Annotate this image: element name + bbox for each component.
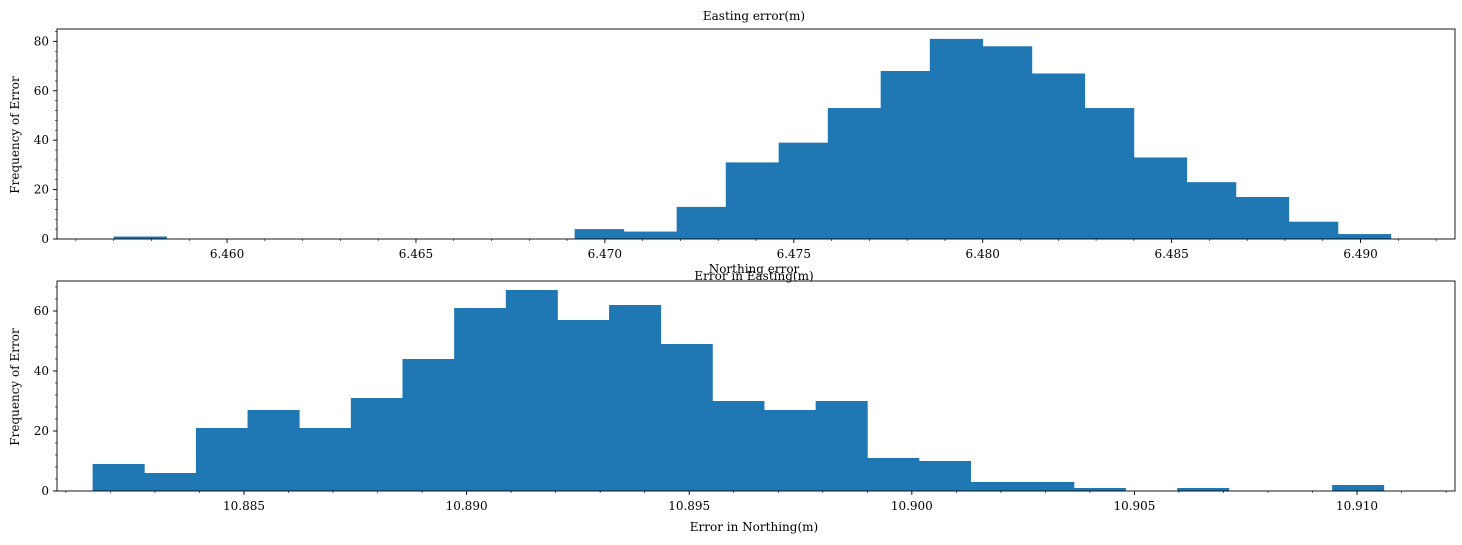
northing-bar: [92, 464, 145, 491]
northing-bar: [815, 401, 868, 491]
easting-bar: [113, 236, 167, 239]
northing-bar: [557, 320, 610, 491]
northing-bar: [247, 410, 300, 491]
easting-x-tick-label: 6.475: [777, 247, 811, 261]
easting-bar: [725, 162, 780, 239]
easting-x-tick-label: 6.460: [210, 247, 244, 261]
northing-bar: [1332, 485, 1385, 491]
easting-bar: [676, 206, 727, 239]
northing-bar: [1022, 482, 1075, 491]
northing-y-tick-label: 40: [34, 364, 49, 378]
northing-y-axis-label: Frequency of Error: [8, 328, 22, 446]
northing-bar: [1073, 488, 1126, 491]
easting-x-axis-label: Error in Easting(m): [694, 269, 813, 283]
northing-bar: [505, 290, 558, 491]
northing-chart-title: Northing error: [709, 262, 800, 276]
northing-bar: [454, 308, 507, 491]
northing-y-tick-label: 60: [34, 304, 49, 318]
northing-x-tick-label: 10.890: [446, 499, 488, 513]
easting-x-tick-label: 6.480: [966, 247, 1000, 261]
easting-bar: [1288, 221, 1339, 239]
northing-axes-frame: [56, 280, 1456, 492]
easting-bar: [1084, 108, 1135, 239]
northing-bar: [195, 428, 248, 491]
northing-x-tick-label: 10.905: [1113, 499, 1155, 513]
easting-bar: [1133, 157, 1188, 239]
northing-bar: [402, 359, 455, 491]
northing-bar: [350, 398, 403, 491]
easting-x-tick-label: 6.465: [399, 247, 433, 261]
northing-y-tick-label: 0: [41, 484, 49, 498]
easting-bar: [778, 142, 829, 239]
northing-bar: [609, 305, 662, 491]
northing-bar: [918, 461, 971, 491]
easting-x-tick-label: 6.470: [588, 247, 622, 261]
northing-ticks: 10.885 10.890 10.895 10.900 10.905 10.910 0 20 4…: [34, 304, 1378, 513]
easting-y-tick-label: 20: [34, 183, 49, 197]
easting-histogram: Easting error(m) Frequency of Error Erro…: [8, 9, 1456, 283]
northing-bar: [712, 401, 765, 491]
northing-bar: [144, 473, 197, 491]
easting-y-tick-label: 80: [34, 34, 49, 48]
northing-x-tick-label: 10.885: [223, 499, 265, 513]
northing-y-tick-label: 20: [34, 424, 49, 438]
northing-bar: [867, 458, 920, 491]
easting-x-tick-label: 6.485: [1154, 247, 1188, 261]
easting-ticks: 6.460 6.465 6.470 6.475 6.480 6.485 6.490 0 20 40…: [34, 34, 1378, 261]
easting-bar: [1031, 73, 1086, 240]
easting-y-axis-label: Frequency of Error: [8, 76, 22, 194]
easting-bar: [623, 231, 678, 239]
northing-bar: [764, 410, 817, 491]
northing-x-tick-label: 10.910: [1336, 499, 1378, 513]
northing-bar: [1177, 488, 1230, 491]
easting-y-tick-label: 0: [41, 232, 49, 246]
easting-bar: [880, 71, 931, 239]
easting-axes-frame: [56, 28, 1456, 240]
northing-x-axis-label: Error in Northing(m): [690, 520, 818, 534]
northing-bar: [970, 482, 1023, 491]
easting-chart-title: Easting error(m): [703, 9, 805, 23]
northing-x-tick-label: 10.895: [668, 499, 710, 513]
easting-bar: [929, 38, 984, 239]
easting-bar: [574, 229, 625, 239]
northing-x-tick-label: 10.900: [891, 499, 933, 513]
easting-bar: [982, 46, 1033, 240]
easting-bar: [1337, 234, 1392, 239]
northing-histogram: Northing error Frequency of Error Error …: [8, 262, 1456, 534]
easting-y-tick-label: 60: [34, 84, 49, 98]
northing-bar: [660, 344, 713, 491]
northing-bars: [92, 290, 1385, 491]
easting-bars: [113, 38, 1392, 240]
easting-y-tick-label: 40: [34, 133, 49, 147]
easting-bar: [827, 108, 882, 239]
easting-bar: [1235, 197, 1290, 239]
northing-bar: [299, 428, 352, 491]
easting-bar: [1186, 182, 1237, 239]
easting-x-tick-label: 6.490: [1343, 247, 1377, 261]
